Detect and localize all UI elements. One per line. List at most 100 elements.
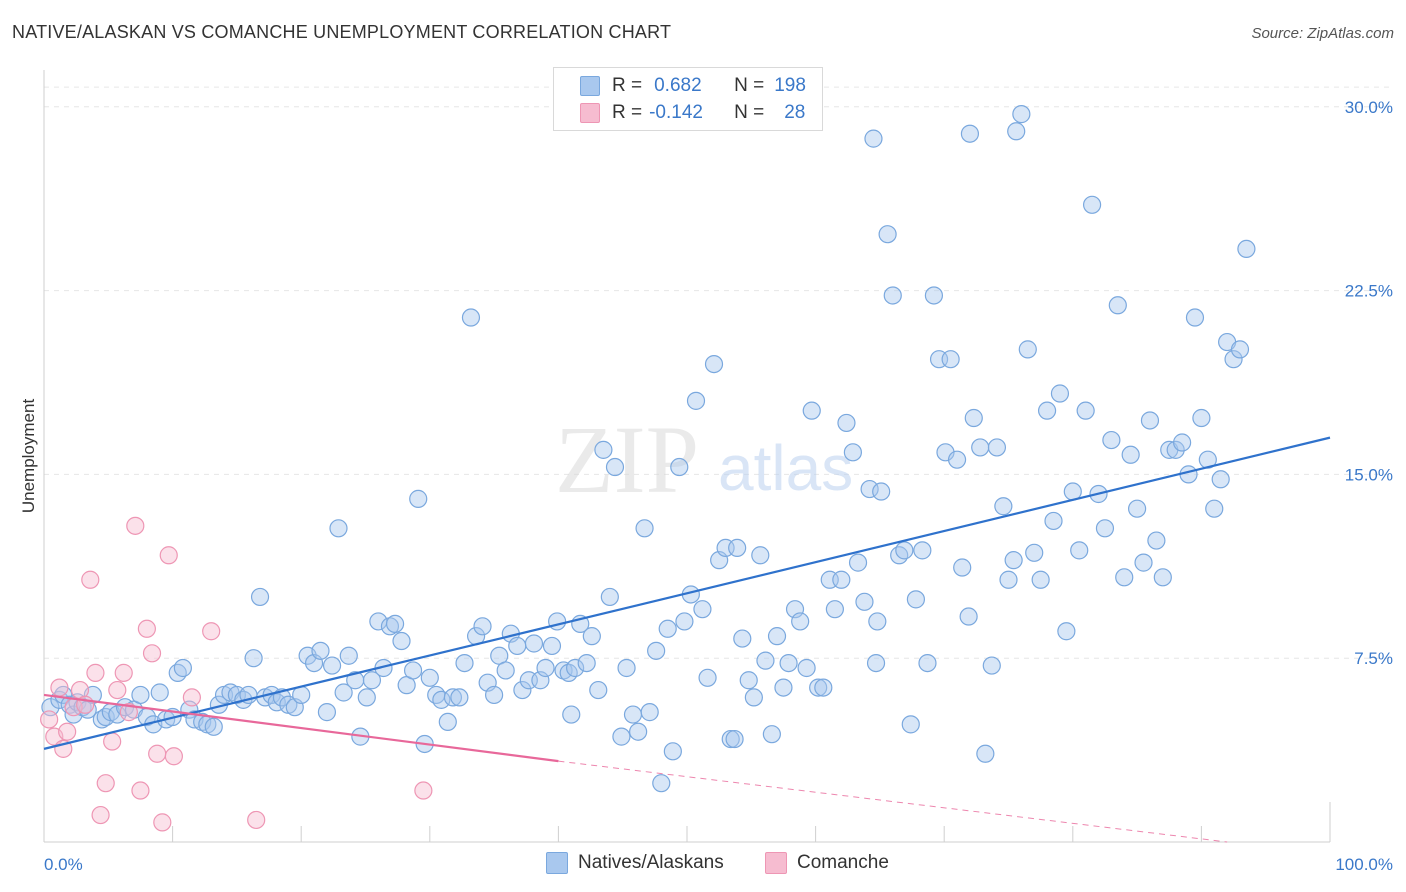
natives-point	[524, 634, 544, 653]
comanche-point	[148, 744, 167, 763]
natives-point	[438, 712, 457, 732]
natives-point	[455, 653, 474, 673]
natives-point	[1070, 541, 1089, 560]
natives-point	[825, 600, 844, 619]
natives-point	[860, 479, 879, 499]
r-value: 0.682	[654, 75, 702, 96]
legend-item-natives[interactable]: Natives/Alaskans	[546, 852, 724, 874]
natives-point	[866, 653, 886, 673]
comanche-point	[103, 732, 122, 751]
natives-point	[964, 408, 983, 428]
natives-point	[1192, 408, 1211, 428]
natives-point	[173, 658, 192, 678]
y-tick-label: 22.5%	[1345, 282, 1393, 301]
natives-point	[756, 651, 775, 670]
natives-point	[728, 538, 747, 558]
y-axis-label: Unemployment	[19, 399, 38, 514]
comanche-point	[182, 688, 201, 707]
natives-point	[999, 570, 1018, 589]
natives-point	[589, 680, 608, 700]
natives-point	[508, 636, 527, 656]
natives-point	[577, 653, 596, 673]
natives-point	[1205, 499, 1224, 518]
natives-point	[1237, 239, 1256, 259]
natives-point	[779, 653, 798, 673]
natives-point	[725, 729, 744, 749]
natives-point	[392, 631, 411, 651]
natives-point	[1082, 195, 1102, 214]
natives-point	[652, 774, 671, 793]
natives-point	[536, 658, 555, 678]
natives-point	[443, 688, 463, 707]
natives-point	[960, 124, 980, 143]
natives-point	[513, 680, 532, 700]
n-label: N =	[734, 75, 765, 96]
natives-point	[623, 705, 643, 724]
natives-point	[548, 612, 567, 631]
stats-legend: R = 0.682 N = 198 R = -0.142 N = 28	[553, 67, 823, 131]
natives-point	[901, 715, 920, 734]
natives-point	[941, 350, 960, 369]
natives-point	[432, 690, 451, 709]
y-tick-label: 7.5%	[1354, 649, 1393, 668]
natives-point	[1166, 440, 1185, 459]
natives-point	[802, 401, 821, 420]
natives-point	[918, 653, 937, 673]
natives-point	[1134, 553, 1153, 572]
natives-point	[1007, 122, 1026, 141]
natives-point	[686, 391, 706, 410]
data-points	[40, 105, 1256, 832]
comanche-point	[40, 710, 59, 729]
natives-point	[635, 519, 654, 538]
natives-point	[693, 600, 712, 619]
natives-point	[1031, 570, 1050, 589]
natives-point	[108, 705, 127, 724]
natives-point	[1140, 411, 1160, 430]
natives-point	[864, 129, 883, 148]
r-value: -0.142	[649, 102, 703, 123]
natives-point	[403, 661, 423, 680]
comanche-point	[126, 516, 145, 535]
comanche-point	[58, 722, 77, 741]
natives-point	[329, 519, 348, 538]
natives-point	[1076, 401, 1095, 420]
x-tick-label: 0.0%	[44, 855, 83, 874]
comanche-swatch-icon	[580, 103, 600, 123]
natives-point	[250, 587, 270, 607]
natives-point	[814, 678, 833, 697]
legend-label: Comanche	[797, 852, 889, 873]
natives-point	[959, 607, 978, 626]
natives-point	[450, 688, 469, 707]
natives-point	[1121, 445, 1140, 464]
watermark: ZIP atlas	[555, 406, 853, 513]
natives-point	[473, 617, 492, 636]
natives-point	[562, 705, 581, 724]
natives-point	[1012, 105, 1031, 124]
comanche-point	[247, 810, 266, 830]
natives-point	[150, 683, 169, 702]
natives-point	[1050, 384, 1070, 403]
natives-point	[1153, 568, 1172, 587]
natives-point	[566, 658, 585, 678]
natives-point	[317, 703, 337, 722]
comanche-point	[96, 774, 115, 793]
natives-point	[594, 440, 613, 459]
natives-point	[96, 707, 115, 727]
natives-point	[670, 457, 689, 477]
n-value: 198	[774, 75, 806, 96]
legend-item-comanche[interactable]: Comanche	[765, 852, 889, 874]
natives-point	[698, 668, 717, 687]
natives-point	[362, 671, 382, 690]
natives-point	[843, 443, 862, 462]
comanche-point	[91, 805, 110, 825]
natives-point	[640, 703, 659, 722]
natives-point	[744, 688, 763, 707]
n-label: N =	[734, 102, 765, 123]
natives-point	[1018, 340, 1037, 359]
natives-point	[797, 658, 816, 678]
natives-point	[895, 541, 914, 560]
natives-point	[617, 658, 636, 678]
natives-point	[872, 482, 891, 501]
natives-point	[837, 413, 856, 433]
natives-point	[947, 450, 967, 469]
